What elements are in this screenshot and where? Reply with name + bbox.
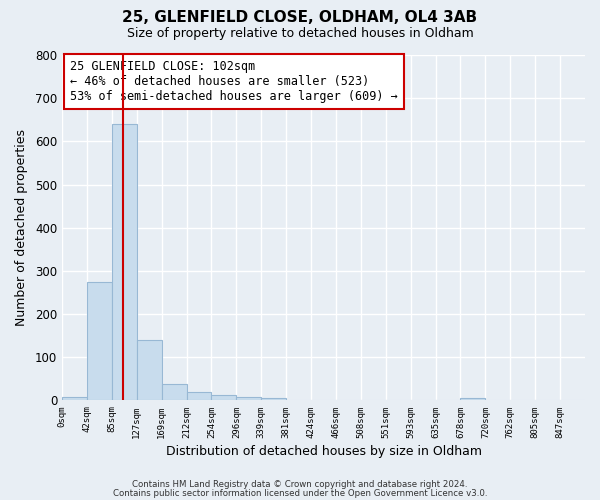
Text: Contains HM Land Registry data © Crown copyright and database right 2024.: Contains HM Land Registry data © Crown c…	[132, 480, 468, 489]
Bar	[161, 384, 187, 400]
Bar	[261, 398, 286, 400]
Bar	[87, 282, 112, 401]
Bar	[236, 397, 261, 400]
Text: Size of property relative to detached houses in Oldham: Size of property relative to detached ho…	[127, 28, 473, 40]
Bar	[187, 392, 211, 400]
Text: 25 GLENFIELD CLOSE: 102sqm
← 46% of detached houses are smaller (523)
53% of sem: 25 GLENFIELD CLOSE: 102sqm ← 46% of deta…	[70, 60, 398, 103]
Y-axis label: Number of detached properties: Number of detached properties	[15, 129, 28, 326]
Bar	[137, 340, 161, 400]
Bar	[211, 396, 236, 400]
Bar	[112, 124, 137, 400]
Bar	[62, 397, 87, 400]
Text: 25, GLENFIELD CLOSE, OLDHAM, OL4 3AB: 25, GLENFIELD CLOSE, OLDHAM, OL4 3AB	[122, 10, 478, 25]
Bar	[460, 398, 485, 400]
Text: Contains public sector information licensed under the Open Government Licence v3: Contains public sector information licen…	[113, 488, 487, 498]
X-axis label: Distribution of detached houses by size in Oldham: Distribution of detached houses by size …	[166, 444, 482, 458]
